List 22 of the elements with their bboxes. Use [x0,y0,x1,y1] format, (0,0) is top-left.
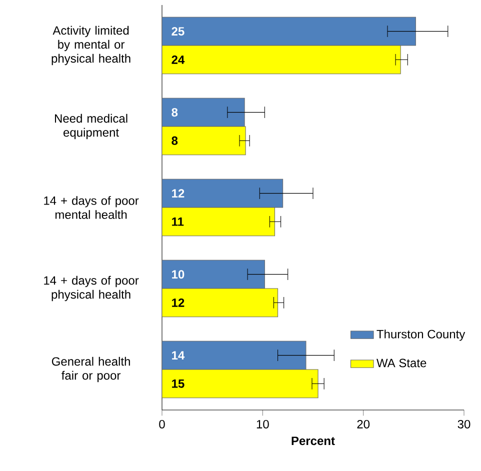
y-tick-label: General health fair or poor [52,356,130,382]
y-tick-label: Activity limited by mental or physical health [52,26,130,66]
data-label: 24 [172,55,185,64]
x-tick-label: 20 [357,420,370,428]
y-tick-label: Need medical equipment [55,114,128,140]
data-label: 12 [172,298,184,307]
x-tick-label: 0 [159,420,165,428]
x-tick-label: 30 [458,420,470,428]
data-label: 14 [172,351,185,360]
data-label: 8 [172,108,178,117]
data-label: 12 [172,189,184,198]
data-label: 25 [172,27,184,36]
data-label: 8 [172,136,178,145]
data-label: 15 [172,379,184,388]
legend-label: WA State [376,358,426,368]
y-tick-label: 14 + days of poor mental health [44,196,139,219]
x-tick-label: 10 [256,420,269,428]
data-label: 10 [172,270,184,279]
y-tick-label: 14 + days of poor physical health [44,276,139,302]
x-axis-title: Percent [292,436,335,446]
legend-label: Thurston County [376,330,466,341]
data-label: 11 [172,218,184,226]
